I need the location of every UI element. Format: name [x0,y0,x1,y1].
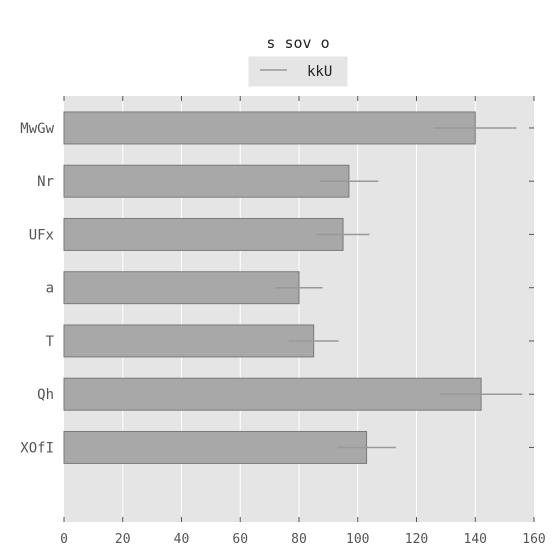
bar-MwGw [63,111,476,145]
bar-a [63,271,300,305]
bar-Qh [63,377,482,411]
y-tick-label: XOfI [20,440,54,456]
x-tick-label: 120 [405,532,428,547]
y-tick-label: Qh [37,387,54,403]
y-tick-label: Nr [37,174,54,190]
x-tick-label: 60 [232,532,248,547]
bar-Nr [63,164,350,198]
x-tick-label: 160 [522,532,545,547]
x-tick-label: 140 [464,532,487,547]
bar-UFx [63,217,344,251]
legend-label: kkU [307,64,332,80]
y-tick-label: a [46,281,54,297]
y-tick-label: T [46,334,55,350]
x-tick-label: 100 [346,532,369,547]
x-tick-label: 20 [115,532,131,547]
x-tick-labels: 0 20 40 60 80 100 120 140 160 [60,532,546,547]
bar-XOfI [63,430,368,464]
x-tick-label: 80 [291,532,307,547]
legend: kkU [247,55,349,88]
bars [63,111,482,464]
chart-title: s sov o [266,34,329,52]
x-tick-label: 0 [60,532,68,547]
x-tick-label: 40 [174,532,190,547]
legend-box [247,55,349,88]
error-bars [275,127,523,449]
y-tick-label: MwGw [20,121,54,137]
y-tick-labels: MwGw Nr UFx a T Qh XOfI [20,121,54,457]
y-tick-label: UFx [29,227,54,243]
bar-T [63,324,315,358]
